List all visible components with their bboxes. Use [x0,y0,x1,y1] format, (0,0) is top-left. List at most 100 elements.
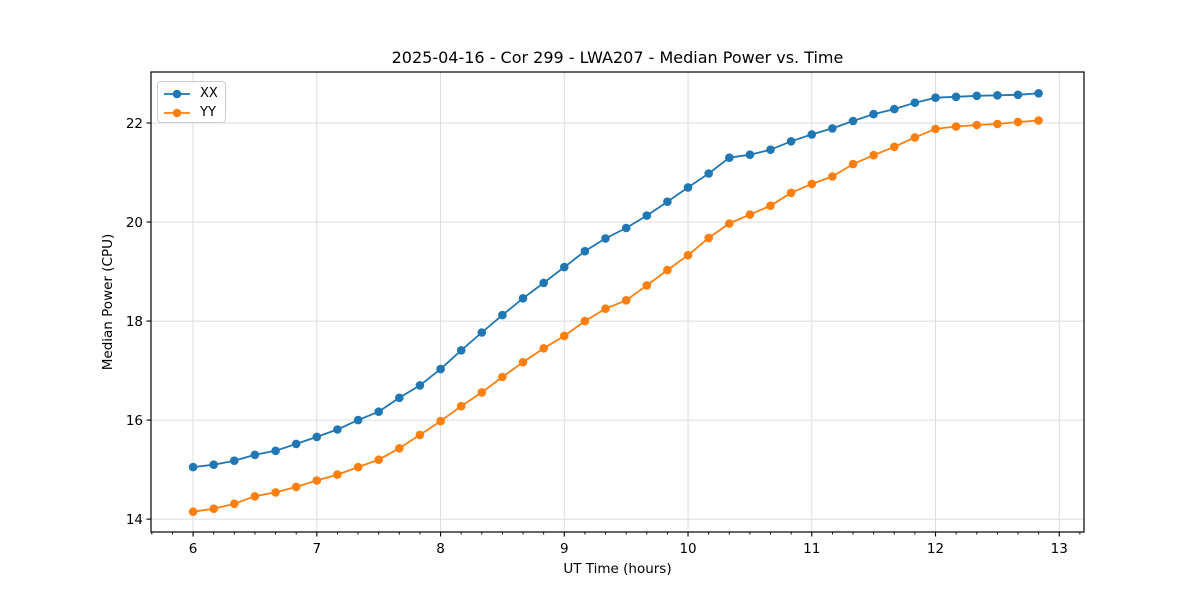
series-xx-marker [456,346,466,355]
x-tick-label: 11 [803,541,820,557]
series-xx-marker [890,104,899,114]
series-xx-marker [395,393,404,403]
series-xx-marker [972,91,982,101]
x-tick-label: 6 [189,541,198,557]
series-xx-marker [910,98,920,107]
series-yy-marker [415,430,425,440]
series-yy-marker [869,150,878,160]
series-xx-marker [188,462,198,472]
series-yy-marker [972,120,982,130]
series-xx-marker [477,328,487,337]
series-yy-marker [1034,116,1043,125]
series-yy-marker [642,281,652,290]
legend-line-marker-icon [164,89,190,98]
series-xx-marker [560,262,569,272]
series-yy-marker [353,462,363,472]
series-xx-marker [993,91,1002,100]
series-yy-marker [188,507,198,516]
series-yy-marker [931,124,940,134]
series-xx-marker [436,364,445,374]
series-yy-marker [704,233,713,243]
series-yy-marker [745,210,755,219]
series-xx-marker [374,407,384,417]
series-yy-marker [230,499,239,509]
series-yy-marker [786,188,796,198]
series-xx-marker [250,450,260,460]
series-yy-marker [766,201,775,210]
series-xx-marker [766,145,775,154]
series-yy-marker [250,492,260,501]
series-yy-marker [518,357,528,367]
series-yy-marker [848,159,858,169]
series-yy-marker [395,444,404,453]
series-yy-marker [560,331,569,341]
series-xx-marker [1034,89,1043,98]
series-yy-marker [312,476,322,485]
series-yy-marker [890,142,899,152]
y-tick-label: 14 [126,512,143,528]
series-xx-marker [931,93,940,102]
series-yy-line [192,119,1040,513]
series-xx-marker [725,153,734,162]
legend-item-xx: XX [163,84,225,103]
y-tick-label: 16 [126,413,143,429]
series-yy-marker [333,470,342,479]
series-xx-marker [663,197,672,206]
series-yy-marker [477,388,487,397]
legend-label: XX [200,86,218,101]
series-xx-marker [209,460,218,470]
series-xx-marker [230,456,239,466]
series-xx-marker [869,109,878,119]
series-xx-marker [848,116,858,126]
series-xx-marker [807,130,817,139]
series-yy-marker [498,372,507,382]
x-tick-label: 10 [679,541,696,557]
series-yy-marker [580,316,590,326]
series-yy-marker [951,122,961,131]
series-xx-marker [704,169,713,178]
series-xx-marker [621,223,631,233]
series-xx-marker [1013,90,1023,100]
series-xx-marker [518,294,528,303]
series-yy-marker [374,455,384,465]
series-yy-marker [209,504,218,513]
series-yy-marker [993,119,1002,129]
series-yy-marker [291,482,301,492]
series-yy-marker [807,179,817,189]
x-tick-label: 7 [313,541,322,557]
legend-item-yy: YY [163,103,225,122]
series-yy-marker [663,265,672,275]
series-xx-marker [291,439,301,449]
series-yy-marker [601,304,610,314]
series-xx-marker [333,425,342,434]
series-xx-marker [312,432,322,442]
series-yy-marker [539,344,548,353]
x-tick-label: 9 [560,541,569,557]
series-xx-marker [828,124,837,133]
series-xx-marker [539,278,548,288]
series-yy-marker [828,172,837,181]
x-tick-label: 12 [927,541,944,557]
series-xx-marker [498,310,507,320]
series-xx-marker [601,234,610,243]
series-xx-marker [683,183,693,192]
y-axis-label: Median Power (CPU) [100,233,116,371]
y-tick-label: 20 [126,215,143,231]
legend: XX YY [157,81,226,123]
series-yy-marker [1013,117,1023,127]
series-xx-marker [580,246,590,256]
series-xx-marker [951,92,961,102]
y-tick-label: 18 [126,314,143,330]
series-xx-marker [271,446,280,456]
legend-line-marker-icon [164,108,190,117]
series-xx-marker [745,150,755,159]
chart-title: 2025-04-16 - Cor 299 - LWA207 - Median P… [391,48,844,67]
x-axis-label: UT Time (hours) [563,561,672,577]
axes-spines [150,71,1085,533]
x-tick-label: 13 [1051,541,1068,557]
series-yy-marker [621,296,631,305]
series-yy-marker [910,133,920,142]
legend-label: YY [200,105,216,120]
